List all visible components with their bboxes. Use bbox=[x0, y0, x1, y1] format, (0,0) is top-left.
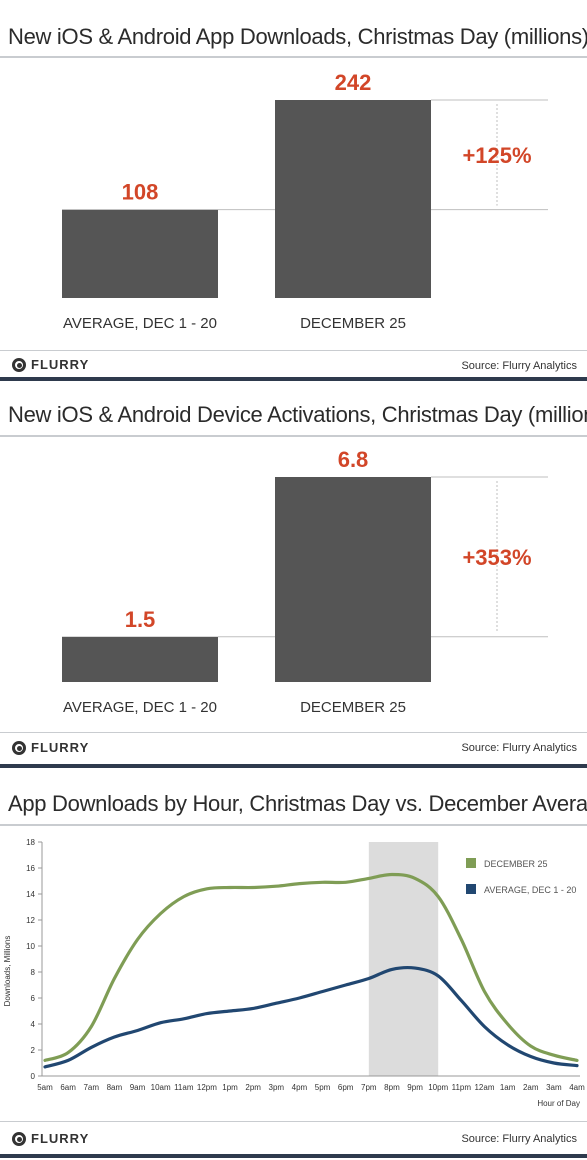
x-tick-label: 3am bbox=[546, 1083, 562, 1092]
y-tick-label: 4 bbox=[31, 1020, 36, 1029]
x-tick-label: 2am bbox=[523, 1083, 539, 1092]
y-tick-label: 2 bbox=[31, 1046, 36, 1055]
y-tick-label: 14 bbox=[26, 890, 35, 899]
bar-chart-device-activations: 1.5 AVERAGE, DEC 1 - 20 6.8 DECEMBER 25 +353… bbox=[62, 447, 548, 716]
category-label: AVERAGE, DEC 1 - 20 bbox=[63, 699, 217, 716]
y-tick-label: 0 bbox=[31, 1072, 36, 1081]
x-tick-label: 5am bbox=[37, 1083, 53, 1092]
category-label: DECEMBER 25 bbox=[300, 699, 406, 716]
y-tick-label: 8 bbox=[31, 968, 36, 977]
device-activations-panel: New iOS & Android Device Activations, Ch… bbox=[0, 385, 587, 768]
x-tick-label: 9pm bbox=[407, 1083, 423, 1092]
y-tick-label: 6 bbox=[31, 994, 36, 1003]
x-tick-label: 1am bbox=[500, 1083, 516, 1092]
x-tick-label: 2pm bbox=[245, 1083, 261, 1092]
bar bbox=[62, 636, 218, 682]
source-label: Source: Flurry Analytics bbox=[461, 360, 577, 372]
panel-title: App Downloads by Hour, Christmas Day vs.… bbox=[8, 791, 587, 816]
legend-label: AVERAGE, DEC 1 - 20 bbox=[484, 885, 576, 895]
flurry-logo: FLURRY bbox=[12, 357, 89, 372]
footer-divider bbox=[0, 350, 587, 351]
category-label: AVERAGE, DEC 1 - 20 bbox=[63, 315, 217, 332]
footer-bar bbox=[0, 1154, 587, 1158]
flurry-logo-icon bbox=[12, 357, 26, 372]
panel-title: New iOS & Android App Downloads, Christm… bbox=[8, 24, 587, 49]
percent-increase-label: +353% bbox=[462, 545, 531, 570]
x-tick-label: 10pm bbox=[428, 1083, 448, 1092]
x-tick-label: 12am bbox=[474, 1083, 494, 1092]
x-tick-label: 7am bbox=[83, 1083, 99, 1092]
x-tick-label: 9am bbox=[130, 1083, 146, 1092]
footer-divider bbox=[0, 1121, 587, 1122]
bar-value-label: 1.5 bbox=[125, 607, 156, 632]
x-tick-label: 8am bbox=[107, 1083, 123, 1092]
flurry-logo-icon bbox=[12, 740, 26, 755]
legend-label: DECEMBER 25 bbox=[484, 859, 548, 869]
y-axis-label: Downloads, Millions bbox=[3, 936, 12, 1007]
legend-swatch bbox=[466, 884, 476, 894]
app-downloads-panel: New iOS & Android App Downloads, Christm… bbox=[0, 0, 587, 381]
percent-increase-label: +125% bbox=[462, 143, 531, 168]
footer-bar bbox=[0, 764, 587, 768]
bar bbox=[275, 477, 431, 682]
title-divider bbox=[0, 56, 587, 58]
x-tick-label: 6am bbox=[60, 1083, 76, 1092]
x-tick-label: 4am bbox=[569, 1083, 585, 1092]
source-label: Source: Flurry Analytics bbox=[461, 742, 577, 754]
bar-value-label: 242 bbox=[335, 70, 372, 95]
x-axis-label: Hour of Day bbox=[537, 1099, 580, 1108]
footer-divider bbox=[0, 732, 587, 733]
x-tick-label: 1pm bbox=[222, 1083, 238, 1092]
legend-swatch bbox=[466, 858, 476, 868]
bar-value-label: 6.8 bbox=[338, 447, 369, 472]
title-divider bbox=[0, 824, 587, 826]
bar-value-label: 108 bbox=[122, 180, 159, 205]
logo-text: FLURRY bbox=[31, 740, 90, 755]
flurry-logo-icon bbox=[12, 1131, 26, 1146]
y-tick-label: 10 bbox=[26, 942, 35, 951]
panel-title: New iOS & Android Device Activations, Ch… bbox=[8, 402, 587, 427]
x-tick-label: 11pm bbox=[452, 1083, 472, 1092]
x-tick-label: 8pm bbox=[384, 1083, 400, 1092]
footer-bar bbox=[0, 377, 587, 381]
title-divider bbox=[0, 435, 587, 437]
flurry-logo: FLURRY bbox=[12, 740, 89, 755]
highlight-band bbox=[368, 842, 439, 1076]
category-label: DECEMBER 25 bbox=[300, 315, 406, 332]
x-tick-label: 10am bbox=[151, 1083, 171, 1092]
x-tick-label: 4pm bbox=[292, 1083, 308, 1092]
x-tick-label: 11am bbox=[174, 1083, 194, 1092]
series-line-december-25 bbox=[43, 872, 579, 1062]
x-tick-label: 3pm bbox=[269, 1083, 285, 1092]
bar bbox=[62, 209, 218, 298]
flurry-logo: FLURRY bbox=[12, 1131, 89, 1146]
bar bbox=[275, 100, 431, 298]
logo-text: FLURRY bbox=[31, 357, 90, 372]
x-tick-label: 12pm bbox=[197, 1083, 217, 1092]
bar-chart-app-downloads: 108 AVERAGE, DEC 1 - 20 242 DECEMBER 25 +125… bbox=[62, 70, 548, 332]
y-tick-label: 16 bbox=[26, 864, 35, 873]
source-label: Source: Flurry Analytics bbox=[461, 1133, 577, 1145]
series-line-average bbox=[43, 965, 579, 1069]
x-tick-label: 6pm bbox=[338, 1083, 354, 1092]
y-tick-label: 18 bbox=[26, 838, 35, 847]
x-tick-label: 7pm bbox=[361, 1083, 377, 1092]
hourly-downloads-panel: App Downloads by Hour, Christmas Day vs.… bbox=[0, 772, 587, 1160]
y-tick-label: 12 bbox=[26, 916, 35, 925]
x-tick-label: 5pm bbox=[315, 1083, 331, 1092]
logo-text: FLURRY bbox=[31, 1131, 90, 1146]
